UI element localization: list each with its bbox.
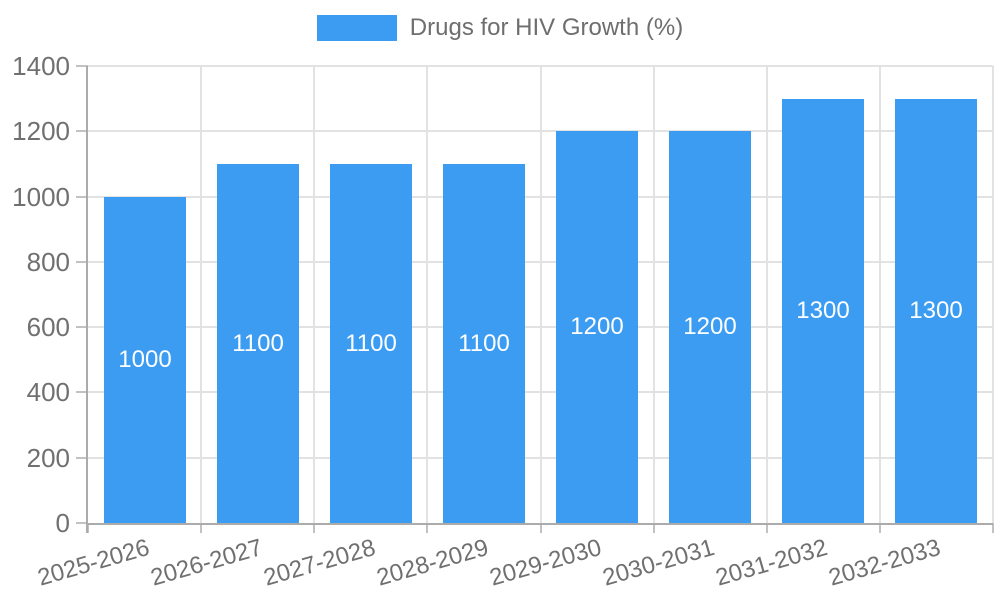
y-axis-tick [76,130,88,132]
x-axis-tick [992,523,994,533]
bar-2025-2026[interactable]: 1000 [104,197,186,523]
bar-value-label: 1200 [570,313,624,340]
x-gridline [992,66,994,523]
y-axis-tick-label: 0 [55,508,70,538]
y-axis-tick-label: 1000 [12,182,70,212]
bar-2032-2033[interactable]: 1300 [895,99,977,523]
y-axis-tick-label: 200 [26,443,70,473]
x-axis-tick [426,523,428,533]
y-axis-tick [76,391,88,393]
legend-swatch-icon [316,15,397,41]
y-axis-tick [76,261,88,263]
bar-value-label: 1000 [118,346,172,373]
y-axis-tick [76,457,88,459]
x-gridline [200,66,202,523]
y-axis-tick [76,326,88,328]
x-axis-tick [87,523,89,533]
bar-value-label: 1100 [345,329,397,357]
y-axis-tick-label: 600 [26,312,70,342]
x-axis-tick [879,523,881,533]
y-axis-tick-label: 400 [26,377,70,407]
x-axis-line [88,523,993,525]
y-axis-tick [76,196,88,198]
legend-item[interactable]: Drugs for HIV Growth (%) [316,14,684,41]
bar-2026-2027[interactable]: 1100 [217,164,299,523]
x-axis-tick [313,523,315,533]
x-axis-tick [200,523,202,533]
y-axis-tick-label: 1200 [12,116,70,146]
x-axis-tick [540,523,542,533]
x-gridline [653,66,655,523]
y-axis-line [86,66,88,533]
bar-value-label: 1100 [232,329,284,357]
x-axis-tick [653,523,655,533]
bar-value-label: 1300 [796,297,850,324]
x-gridline [313,66,315,523]
bar-value-label: 1200 [683,313,737,340]
x-gridline [426,66,428,523]
bar-value-label: 1100 [458,329,510,357]
y-axis-tick [76,65,88,67]
bar-2031-2032[interactable]: 1300 [782,99,864,523]
y-axis-tick-label: 1400 [12,51,70,81]
legend: Drugs for HIV Growth (%) [0,15,1000,41]
bar-2028-2029[interactable]: 1100 [443,164,525,523]
x-gridline [766,66,768,523]
x-axis-tick [766,523,768,533]
x-gridline [540,66,542,523]
bar-2029-2030[interactable]: 1200 [556,131,638,523]
bar-value-label: 1300 [909,297,963,324]
x-gridline [879,66,881,523]
y-axis-tick [76,522,88,524]
bar-2030-2031[interactable]: 1200 [669,131,751,523]
y-axis-tick-label: 800 [26,247,70,277]
bar-2027-2028[interactable]: 1100 [330,164,412,523]
legend-label: Drugs for HIV Growth (%) [409,14,684,41]
